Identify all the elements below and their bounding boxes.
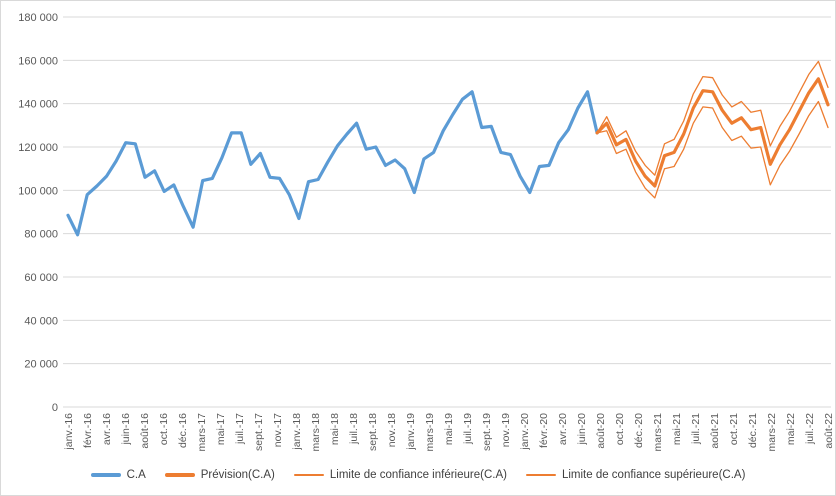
x-axis-tick-label: juil.-19 [462,413,474,445]
x-axis-tick-label: mai-19 [443,413,455,445]
legend-label: Limite de confiance supérieure(C.A) [561,469,746,481]
y-axis-tick-label: 60 000 [24,272,58,284]
x-axis-tick-label: août-20 [595,413,607,449]
x-axis-tick-label: janv.-16 [63,413,75,451]
y-axis-tick-label: 0 [52,402,58,414]
x-axis-tick-label: juil.-18 [348,413,360,445]
plot-area: 0 20 000 40 000 60 000 80 000 100 000 120 000 1… [18,12,835,452]
x-axis-tick-label: déc.-16 [177,413,189,448]
x-axis-tick-label: sept.-18 [367,413,379,451]
y-axis-tick-label: 120 000 [18,142,58,154]
series-prevision-line[interactable] [595,77,830,188]
series-limite-superieure-line[interactable] [596,60,829,176]
x-axis-tick-label: oct.-20 [614,413,626,445]
legend-item-limite-superieure[interactable]: Limite de confiance supérieure(C.A) [525,469,746,481]
x-axis-tick-label: juil.-21 [690,413,702,445]
x-axis-tick-label: mai-18 [329,413,341,445]
x-axis-tick-label: avr.-16 [101,413,113,445]
x-axis-tick-label: déc.-20 [633,413,645,448]
x-axis-tick-label: août-22 [823,413,835,449]
x-axis-tick-label: août-16 [139,413,151,449]
x-axis-tick-label: nov.-19 [500,413,512,447]
x-axis-tick-label: mars-21 [652,413,664,452]
x-axis-tick-label: juin-20 [576,413,588,446]
series-ca-line[interactable] [66,90,599,237]
legend-label: Limite de confiance inférieure(C.A) [329,469,507,481]
legend-item-limite-inferieure[interactable]: Limite de confiance inférieure(C.A) [293,469,507,481]
legend-item-ca[interactable]: C.A [90,469,146,481]
x-axis-tick-label: août-21 [709,413,721,449]
y-axis-tick-label: 160 000 [18,55,58,67]
x-axis-tick-label: avr.-20 [557,413,569,445]
legend-line-swatch [90,473,121,477]
y-axis-tick-label: 180 000 [18,12,58,24]
x-axis-tick-label: févr.-16 [82,413,94,448]
x-axis-tick-label: mai-17 [215,413,227,445]
x-axis-tick-label: janv.-20 [519,413,531,451]
series-limite-inferieure-line[interactable] [596,100,829,199]
y-axis-tick-label: 20 000 [24,359,58,371]
x-axis-tick-label: déc.-21 [747,413,759,448]
x-axis-tick-label: févr.-20 [538,413,550,448]
x-axis-tick-label: mars-19 [424,413,436,452]
x-axis-tick-label: oct.-16 [158,413,170,445]
x-axis-tick-label: mars-17 [196,413,208,452]
legend-label: C.A [126,469,146,481]
legend-line-swatch [525,474,556,476]
y-axis-tick-label: 140 000 [18,99,58,111]
legend-label: Prévision(C.A) [200,469,275,481]
x-axis-tick-label: nov.-17 [272,413,284,447]
x-axis-tick-label: janv.-18 [291,413,303,451]
x-axis-tick-label: mars-18 [310,413,322,452]
y-axis-tick-label: 40 000 [24,315,58,327]
x-axis-tick-label: sept.-17 [253,413,265,451]
x-axis-tick-label: mai-21 [671,413,683,445]
x-axis-tick-label: janv.-19 [405,413,417,451]
legend-item-prevision[interactable]: Prévision(C.A) [164,469,275,481]
y-axis-tick-label: 100 000 [18,185,58,197]
legend-line-swatch [164,473,195,477]
x-axis-tick-label: nov.-18 [386,413,398,447]
x-axis-tick-label: juil.-22 [804,413,816,445]
x-axis-tick-label: sept.-19 [481,413,493,451]
x-axis-tick-label: oct.-21 [728,413,740,445]
x-axis-tick-label: juin-16 [120,413,132,446]
y-axis-tick-label: 80 000 [24,229,58,241]
x-axis-tick-label: juil.-17 [234,413,246,445]
x-axis-tick-label: mai-22 [785,413,797,445]
x-axis-tick-label: mars-22 [766,413,778,452]
legend-line-swatch [293,474,324,476]
chart-legend: C.A Prévision(C.A) Limite de confiance inf… [1,463,835,487]
